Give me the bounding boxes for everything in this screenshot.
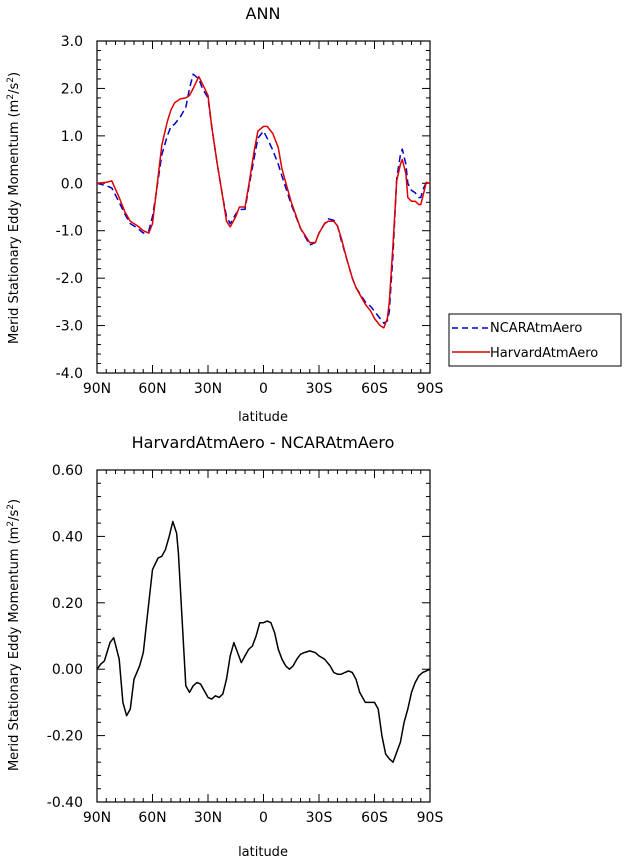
top-chart-x-tick-label: 60N (138, 381, 166, 397)
top-chart-x-label: latitude (238, 410, 288, 425)
bottom-chart-x-label: latitude (238, 845, 288, 860)
bottom-chart-y-label: Merid Stationary Eddy Momentum (m2/s2) (6, 499, 22, 771)
bottom-chart-y-tick-label: -0.20 (47, 729, 83, 745)
legend-label-ncar: NCARAtmAero (490, 321, 582, 336)
top-chart-y-tick-label: 3.0 (61, 34, 83, 50)
top-chart-x-tick-label: 30S (306, 381, 333, 397)
bottom-chart-plot-area: 90N 60N 30N 0 30S 60S 90S -0.40 -0.20 0.00 0.20 0.4… (47, 463, 444, 826)
top-chart-y-tick-label: -1.0 (56, 224, 83, 240)
bottom-chart-y-tick-label: 0.20 (52, 596, 83, 612)
bottom-chart-x-tick-label: 60S (361, 810, 388, 826)
bottom-chart-x-tick-label: 30S (306, 810, 333, 826)
bottom-chart-x-tick-label: 0 (259, 810, 268, 826)
top-chart-y-tick-label: -2.0 (56, 271, 83, 287)
top-chart-y-label: Merid Stationary Eddy Momentum (m2/s2) (6, 72, 22, 344)
bottom-chart-y-tick-label: 0.60 (52, 463, 83, 479)
top-chart-x-tick-label: 0 (259, 381, 268, 397)
top-chart-plot-area: 90N 60N 30N 0 30S 60S 90S -4.0 -3.0 -2.0 -1.0 0.0 1.… (56, 34, 444, 397)
top-chart-legend: NCARAtmAero HarvardAtmAero (448, 313, 622, 367)
top-chart-y-tick-label: 0.0 (61, 176, 83, 192)
top-chart-x-tick-label: 60S (361, 381, 388, 397)
bottom-chart-frame (96, 469, 431, 803)
bottom-chart-y-tick-label: 0.00 (52, 662, 83, 678)
bottom-chart-x-tick-label: 90S (417, 810, 444, 826)
bottom-chart-y-tick-label: -0.40 (47, 795, 83, 811)
top-chart-series-line-1 (96, 75, 431, 329)
top-chart-x-tick-label: 30N (194, 381, 222, 397)
legend-label-harvard: HarvardAtmAero (490, 346, 598, 361)
bottom-chart-title: HarvardAtmAero - NCARAtmAero (132, 433, 395, 452)
bottom-chart-x-tick-label: 30N (194, 810, 222, 826)
top-chart-y-tick-label: 1.0 (61, 129, 83, 145)
bottom-chart-series-line-0 (96, 520, 431, 763)
bottom-chart: HarvardAtmAero - NCARAtmAero 90N 60N 30N 0 3… (6, 433, 443, 860)
top-chart-y-tick-label: -4.0 (56, 366, 83, 382)
top-chart-y-tick-label: -3.0 (56, 319, 83, 335)
legend-box (448, 313, 622, 367)
top-chart-frame (96, 40, 431, 374)
bottom-chart-y-tick-label: 0.40 (52, 529, 83, 545)
top-chart-series-line-0 (96, 73, 431, 324)
top-chart-title: ANN (246, 4, 281, 23)
bottom-chart-x-tick-label: 90N (83, 810, 111, 826)
top-chart: ANN 90N 60N 30N 0 30S 60S 90S -4.0 -3.0 -2.0 -1.0 0… (6, 4, 443, 425)
top-chart-x-tick-label: 90S (417, 381, 444, 397)
top-chart-y-tick-label: 2.0 (61, 81, 83, 97)
top-chart-x-tick-label: 90N (83, 381, 111, 397)
bottom-chart-x-tick-label: 60N (138, 810, 166, 826)
